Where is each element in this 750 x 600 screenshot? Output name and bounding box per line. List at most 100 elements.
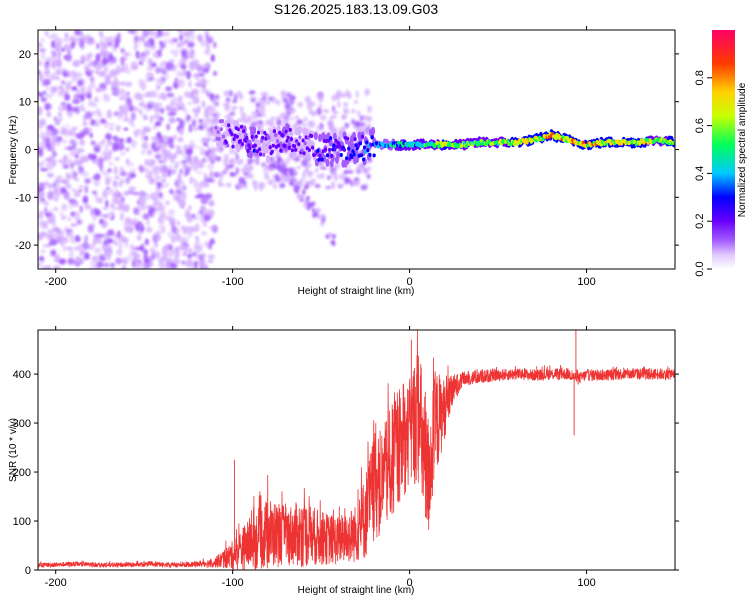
noise-blob bbox=[264, 174, 270, 180]
noise-blob bbox=[104, 74, 111, 81]
noise-blob bbox=[258, 183, 263, 191]
noise-blob bbox=[66, 232, 71, 238]
noise-blob bbox=[262, 112, 266, 118]
ridge-core bbox=[351, 149, 355, 154]
noise-blob bbox=[132, 257, 136, 267]
noise-blob bbox=[158, 225, 167, 231]
noise-blob bbox=[318, 103, 322, 109]
ridge-core bbox=[298, 135, 302, 140]
noise-blob bbox=[204, 107, 210, 114]
noise-blob bbox=[188, 186, 192, 195]
noise-blob bbox=[359, 115, 364, 122]
noise-blob bbox=[231, 105, 238, 110]
noise-blob bbox=[108, 125, 115, 132]
noise-blob bbox=[175, 80, 179, 84]
noise-blob bbox=[113, 76, 118, 81]
noise-blob bbox=[38, 124, 43, 130]
noise-blob bbox=[225, 182, 232, 188]
noise-blob bbox=[89, 132, 93, 139]
noise-blob bbox=[366, 116, 373, 122]
noise-blob bbox=[142, 213, 150, 220]
noise-blob bbox=[192, 96, 200, 105]
noise-blob bbox=[181, 50, 185, 56]
noise-blob bbox=[168, 117, 176, 124]
noise-blob bbox=[66, 184, 72, 189]
noise-blob bbox=[38, 70, 42, 74]
noise-blob bbox=[99, 39, 103, 48]
noise-blob bbox=[60, 242, 64, 247]
noise-blob bbox=[185, 258, 194, 267]
snr-series-line bbox=[38, 330, 675, 570]
noise-blob bbox=[101, 170, 110, 177]
noise-blob bbox=[177, 180, 186, 190]
noise-blob bbox=[229, 172, 237, 177]
noise-blob bbox=[135, 223, 140, 231]
noise-blob bbox=[39, 231, 48, 238]
noise-blob bbox=[71, 126, 78, 131]
noise-blob bbox=[144, 262, 149, 267]
noise-blob bbox=[246, 173, 254, 179]
ridge-core bbox=[329, 136, 333, 141]
noise-blob bbox=[72, 150, 76, 156]
ridge-core bbox=[372, 153, 376, 158]
noise-blob bbox=[283, 97, 288, 104]
noise-blob bbox=[88, 244, 95, 251]
noise-blob bbox=[146, 219, 150, 226]
noise-blob bbox=[51, 213, 56, 222]
noise-blob bbox=[317, 94, 324, 100]
noise-blob bbox=[127, 171, 134, 180]
noise-blob bbox=[157, 93, 162, 100]
noise-blob bbox=[308, 120, 316, 128]
ridge-core bbox=[242, 129, 246, 134]
ridge-outer bbox=[325, 158, 330, 167]
noise-blob bbox=[144, 135, 149, 141]
x-tick-label: -100 bbox=[222, 577, 244, 589]
y-tick-label: -20 bbox=[15, 240, 31, 252]
noise-blob bbox=[353, 100, 359, 104]
ridge-core bbox=[366, 148, 370, 153]
noise-blob bbox=[213, 41, 217, 49]
noise-blob bbox=[140, 224, 145, 233]
noise-blob bbox=[193, 51, 199, 57]
noise-blob bbox=[159, 40, 163, 46]
noise-blob bbox=[273, 183, 277, 189]
noise-blob bbox=[184, 36, 189, 43]
noise-blob bbox=[176, 221, 181, 226]
noise-blob bbox=[142, 108, 148, 117]
noise-blob bbox=[365, 128, 369, 136]
noise-blob bbox=[177, 235, 185, 244]
noise-blob bbox=[82, 249, 86, 254]
ridge-core bbox=[347, 146, 351, 151]
noise-blob bbox=[100, 118, 107, 124]
x-tick-label: 100 bbox=[577, 276, 595, 288]
noise-blob bbox=[263, 167, 267, 172]
noise-blob bbox=[207, 163, 214, 170]
noise-blob bbox=[102, 253, 108, 257]
noise-blob bbox=[43, 94, 47, 98]
noise-blob bbox=[269, 156, 274, 161]
ridge-core bbox=[330, 153, 334, 158]
noise-blob bbox=[343, 108, 350, 115]
noise-blob bbox=[197, 243, 203, 252]
noise-speckle-layer bbox=[38, 30, 374, 269]
noise-blob bbox=[63, 190, 70, 200]
noise-blob bbox=[40, 51, 46, 60]
noise-blob bbox=[162, 145, 167, 153]
ridge-core bbox=[254, 134, 258, 139]
noise-blob bbox=[139, 93, 148, 98]
noise-blob bbox=[120, 81, 126, 86]
noise-blob bbox=[279, 112, 287, 119]
noise-blob bbox=[366, 166, 372, 171]
noise-blob bbox=[99, 49, 106, 58]
noise-blob bbox=[47, 147, 52, 151]
ridge-outer bbox=[297, 126, 302, 135]
noise-blob bbox=[67, 80, 73, 85]
noise-blob bbox=[166, 169, 172, 177]
noise-blob bbox=[327, 175, 331, 181]
ridge-core bbox=[311, 145, 315, 150]
noise-blob bbox=[38, 91, 42, 97]
noise-blob bbox=[113, 166, 118, 175]
ridge-core bbox=[297, 142, 301, 147]
noise-blob bbox=[197, 181, 205, 189]
noise-blob bbox=[205, 194, 212, 200]
